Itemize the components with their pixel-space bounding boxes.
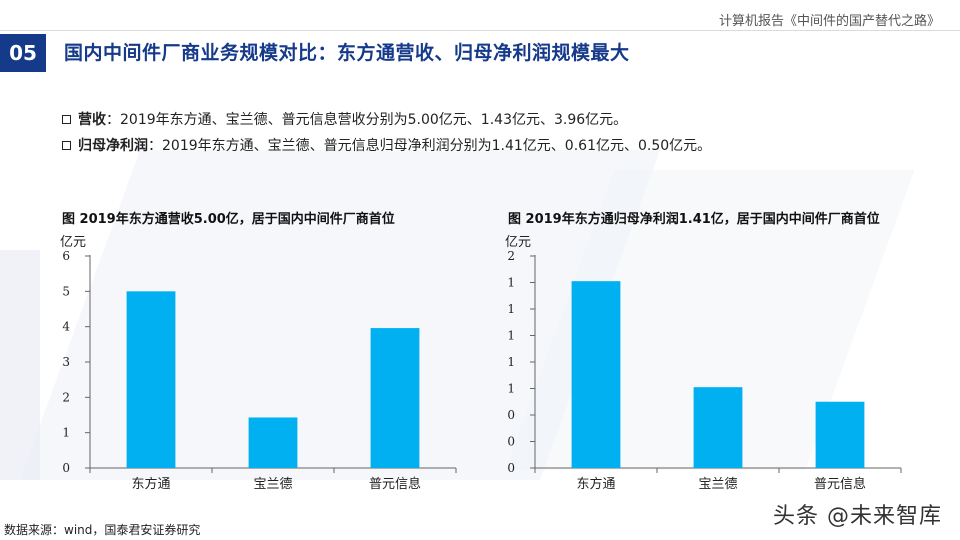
net-profit-bar-chart: 亿元 0 0 0 1 1 1 1 1 2 东方通 宝兰德 普元信息 <box>505 235 902 492</box>
report-title: 计算机报告《中间件的国产替代之路》 <box>718 14 940 29</box>
y-axis-label: 亿元 <box>505 235 531 250</box>
checkbox-square-icon <box>62 140 71 150</box>
bar-3 <box>370 328 420 468</box>
bar-2 <box>693 387 743 468</box>
y-tick-label: 2 <box>62 390 70 404</box>
bullet-text: ：2019年东方通、宝兰德、普元信息营收分别为5.00亿元、1.43亿元、3.9… <box>106 112 628 128</box>
y-tick-label: 2 <box>507 249 515 263</box>
net-profit-chart: 亿元 0 0 0 1 1 1 1 1 2 东方通 宝兰德 普元信息 <box>475 226 915 502</box>
bar-1 <box>571 281 621 468</box>
chart-title-revenue: 图 2019年东方通营收5.00亿，居于国内中间件厂商首位 <box>62 212 395 227</box>
revenue-chart: 亿元 0 1 2 3 4 5 6 东方通 宝兰德 普元信息 <box>30 226 460 502</box>
revenue-bar-chart: 亿元 0 1 2 3 4 5 6 东方通 宝兰德 普元信息 <box>60 235 457 492</box>
bullet-label: 归母净利润 <box>78 138 148 154</box>
bullet-label: 营收 <box>78 112 106 128</box>
y-tick-label: 1 <box>507 355 515 369</box>
bar-2 <box>248 417 298 468</box>
y-tick-label: 5 <box>62 284 70 298</box>
y-tick-label: 0 <box>507 461 515 475</box>
y-tick-label: 1 <box>507 382 515 396</box>
summary-bullets: 营收 ：2019年东方通、宝兰德、普元信息营收分别为5.00亿元、1.43亿元、… <box>62 106 711 158</box>
section-number-badge: 05 <box>0 34 46 72</box>
watermark: 头条 @未来智库 <box>773 504 942 529</box>
y-tick-label: 3 <box>62 355 70 369</box>
y-tick-label: 0 <box>62 461 70 475</box>
y-tick-label: 6 <box>62 249 70 263</box>
y-tick-label: 1 <box>62 426 70 440</box>
x-tick-label: 宝兰德 <box>698 477 737 492</box>
background-shape <box>0 250 40 480</box>
x-tick-label: 普元信息 <box>814 476 866 492</box>
bullet-text: ：2019年东方通、宝兰德、普元信息归母净利润分别为1.41亿元、0.61亿元、… <box>148 138 712 154</box>
y-tick-label: 1 <box>507 329 515 343</box>
y-tick-label: 0 <box>507 408 515 422</box>
y-tick-label: 1 <box>507 302 515 316</box>
x-tick-label: 东方通 <box>131 476 170 492</box>
bullet-net-profit: 归母净利润 ：2019年东方通、宝兰德、普元信息归母净利润分别为1.41亿元、0… <box>62 132 711 158</box>
data-source-note: 数据来源：wind，国泰君安证券研究 <box>4 523 201 537</box>
y-tick-label: 1 <box>507 276 515 290</box>
x-tick-label: 普元信息 <box>369 476 421 492</box>
y-tick-label: 4 <box>62 320 70 334</box>
chart-title-net-profit: 图 2019年东方通归母净利润1.41亿，居于国内中间件厂商首位 <box>508 212 880 227</box>
checkbox-square-icon <box>62 114 71 124</box>
x-tick-label: 东方通 <box>576 476 615 492</box>
bullet-revenue: 营收 ：2019年东方通、宝兰德、普元信息营收分别为5.00亿元、1.43亿元、… <box>62 106 711 132</box>
y-tick-label: 0 <box>507 435 515 449</box>
bar-1 <box>126 291 176 468</box>
y-axis-label: 亿元 <box>60 235 86 250</box>
section-title: 国内中间件厂商业务规模对比：东方通营收、归母净利润规模最大 <box>64 42 630 64</box>
bar-3 <box>815 401 865 468</box>
header-divider <box>0 30 960 31</box>
x-tick-label: 宝兰德 <box>253 477 292 492</box>
